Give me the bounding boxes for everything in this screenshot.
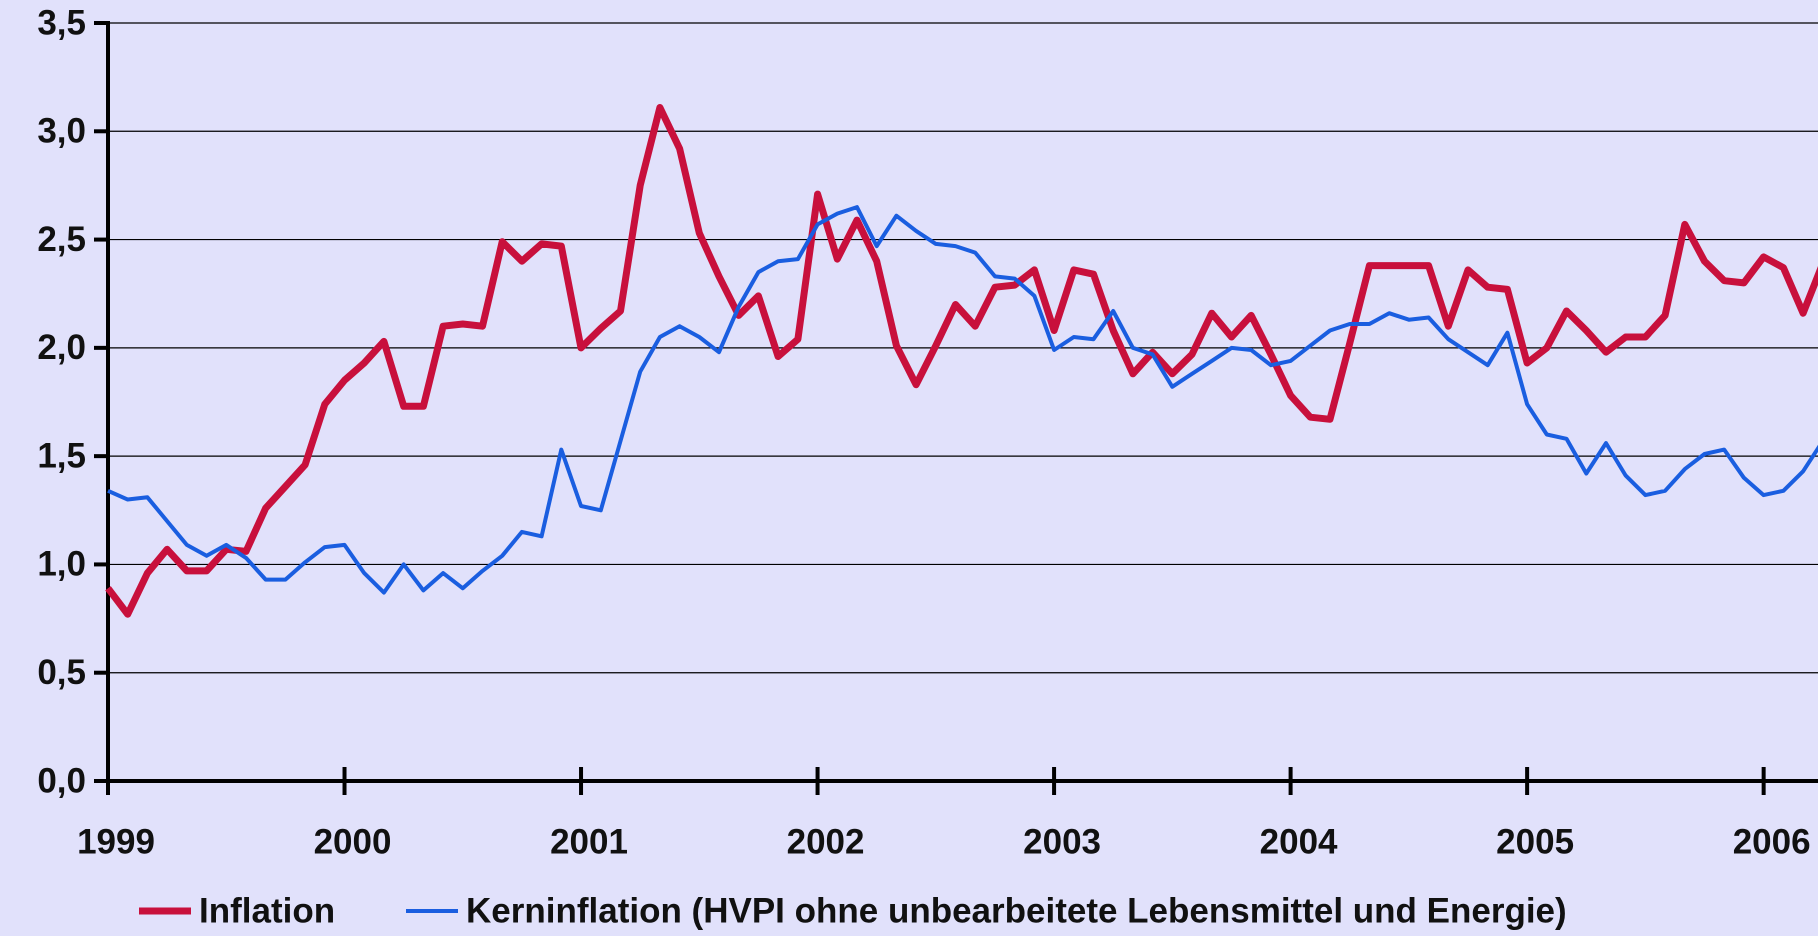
x-tick-label: 2003 [1023,822,1101,861]
x-tick-label: 2005 [1496,822,1574,861]
x-tick-label: 2000 [314,822,392,861]
line-series [105,104,1818,618]
legend-label: Kerninflation (HVPI ohne unbearbeitete L… [466,891,1567,930]
y-tick-label: 0,5 [37,653,86,692]
x-tick-label: 2004 [1260,822,1338,861]
legend-label: Inflation [199,891,335,930]
y-tick-label: 1,5 [37,436,86,475]
x-tick-label: 2001 [550,822,628,861]
x-tick-label: 2006 [1733,822,1811,861]
y-tick-label: 2,5 [37,220,86,259]
y-tick-label: 0,0 [37,761,86,800]
line-series [107,205,1818,595]
x-tick-label: 2002 [787,822,865,861]
y-tick-label: 1,0 [37,545,86,584]
y-tick-label: 3,0 [37,112,86,151]
y-tick-label: 2,0 [37,328,86,367]
x-tick-label: 1999 [77,822,155,861]
y-tick-label: 3,5 [37,3,86,42]
